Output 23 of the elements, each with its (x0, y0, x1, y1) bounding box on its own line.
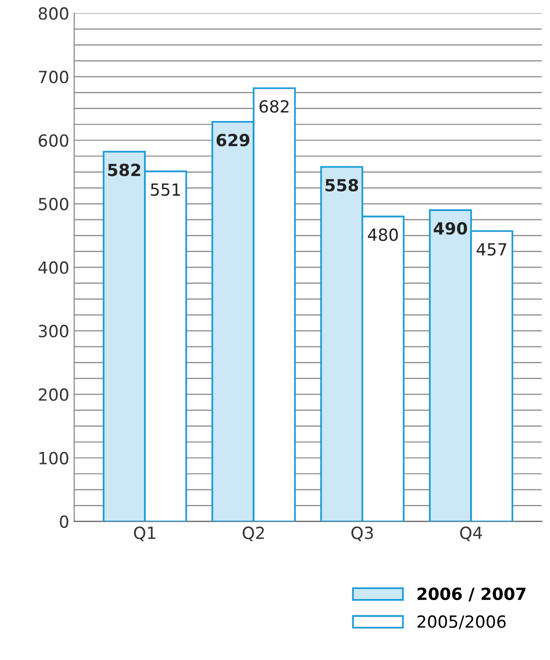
x-tick-label: Q4 (460, 526, 482, 542)
y-tick-label: 400 (38, 261, 68, 274)
y-tick-label: 600 (38, 134, 68, 147)
data-label: 457 (476, 243, 506, 256)
y-tick-label: 800 (38, 7, 68, 20)
data-label: 629 (216, 134, 250, 146)
x-tick-label: Q1 (134, 526, 156, 542)
y-tick-label: 200 (38, 388, 68, 401)
data-label: 682 (260, 100, 289, 113)
y-tick-label: 500 (38, 198, 68, 210)
y-tick-label: 700 (38, 70, 68, 84)
data-label: 480 (368, 228, 398, 242)
legend-label: 2006 / 2007 (418, 588, 526, 602)
data-label: 582 (108, 164, 140, 176)
x-tick-label: Q2 (242, 526, 264, 542)
y-tick-label: 0 (60, 515, 68, 528)
y-tick-label: 300 (38, 324, 68, 338)
data-label: 558 (326, 178, 358, 192)
data-label: 551 (150, 184, 180, 196)
y-tick-label: 100 (39, 452, 68, 464)
legend-label: 2005/2006 (418, 615, 506, 630)
data-label: 490 (434, 222, 468, 235)
x-tick-label: Q3 (351, 526, 373, 542)
